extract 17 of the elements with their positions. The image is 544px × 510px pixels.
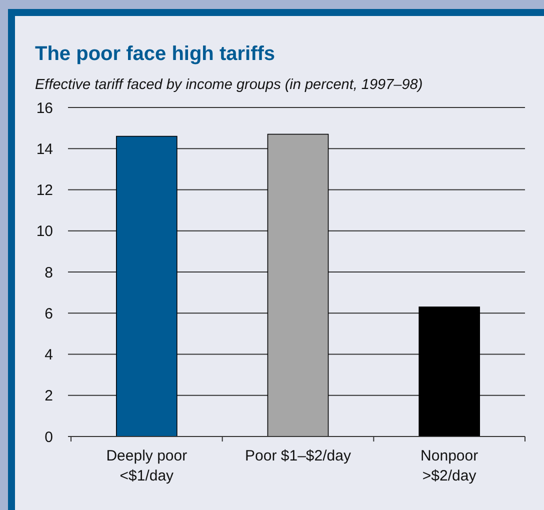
y-tick-label: 12 [36,182,53,199]
bar [267,134,329,437]
x-tick-label: Nonpoor >$2/day [420,448,478,484]
y-tick-label: 6 [44,305,53,322]
bar [418,306,480,437]
x-tick-label: Deeply poor <$1/day [106,448,188,484]
chart-subtitle: Effective tariff faced by income groups (in percent, 1997–98) [35,77,423,93]
chart-title: The poor face high tariffs [35,43,276,65]
y-tick-label: 10 [36,223,53,240]
y-tick-label: 14 [36,140,53,158]
y-tick-label: 2 [44,388,53,405]
y-tick-label: 8 [44,264,53,282]
y-tick-label: 0 [44,428,53,446]
x-tick-label: Poor $1–$2/day [245,448,352,464]
y-tick-label: 4 [44,346,53,364]
bar [116,136,178,437]
y-tick-label: 16 [36,100,53,117]
